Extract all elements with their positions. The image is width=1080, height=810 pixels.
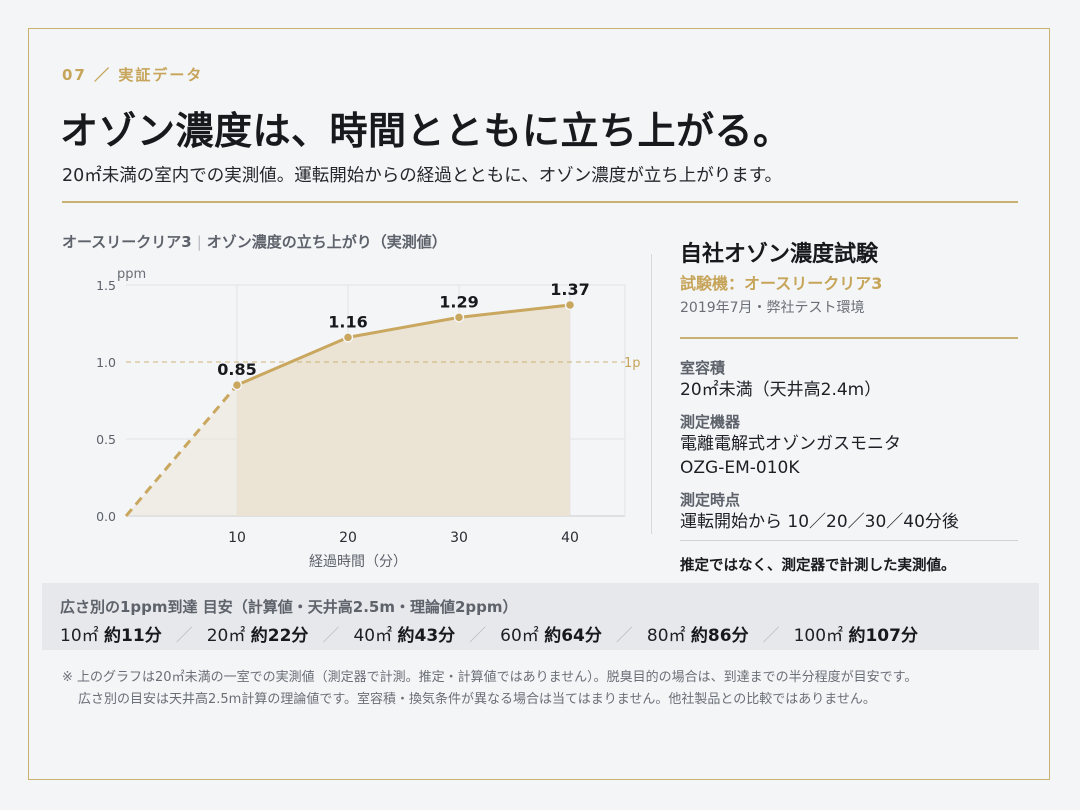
- room-size-band: 広さ別の1ppm到達 目安（計算値・天井高2.5m・理論値2ppm） 10㎡ 約…: [42, 583, 1039, 650]
- band-title: 広さ別の1ppm到達 目安（計算値・天井高2.5m・理論値2ppm）: [60, 598, 518, 616]
- band-items: 10㎡ 約11分 ／ 20㎡ 約22分 ／ 40㎡ 約43分 ／ 60㎡ 約64分 ／ 80㎡ …: [60, 621, 918, 646]
- chart-title-text: オゾン濃度の立ち上がり（実測値）: [206, 233, 447, 251]
- x-tick-label: 20: [339, 530, 357, 546]
- footnote-line2: 広さ別の目安は天井高2.5m計算の理論値です。室容積・換気条件が異なる場合は当て…: [78, 692, 876, 707]
- spec-list: 室容積 20㎡未満（天井高2.4m） 測定機器 電離電解式オゾンガスモニタ OZ…: [680, 357, 1018, 534]
- spec-value-device: 電離電解式オゾンガスモニタ OZG-EM-010K: [680, 433, 901, 478]
- section-eyebrow: 07 ／ 実証データ: [62, 66, 204, 84]
- band-item-minutes: 約11分: [104, 626, 162, 646]
- y-tick-label: 0.0: [96, 509, 116, 524]
- band-item-size: 40㎡: [353, 626, 398, 646]
- band-item: 80㎡ 約86分: [647, 626, 749, 646]
- band-item-size: 60㎡: [500, 626, 545, 646]
- data-point: [342, 332, 354, 343]
- band-item-size: 20㎡: [206, 626, 251, 646]
- band-item: 40㎡ 約43分: [353, 626, 455, 646]
- y-tick-label: 0.5: [96, 432, 116, 447]
- page-subtitle: 20㎡未満の室内での実測値。運転開始からの経過とともに、オゾン濃度が立ち上がりま…: [62, 166, 782, 186]
- data-point: [231, 379, 243, 391]
- panel-title: 自社オゾン濃度試験: [680, 242, 879, 267]
- test-info-panel: 自社オゾン濃度試験 試験機：オースリークリア3 2019年7月・弊社テスト環境 …: [680, 236, 1018, 575]
- band-item-minutes: 約22分: [250, 626, 309, 646]
- band-item-minutes: 約86分: [690, 626, 749, 646]
- spec-value-timing: 運転開始から 10／20／30／40分後: [680, 511, 959, 532]
- data-label: 1.29: [439, 292, 478, 311]
- band-item: 100㎡ 約107分: [794, 626, 918, 646]
- x-tick-label: 10: [228, 530, 246, 546]
- band-item-size: 80㎡: [646, 626, 691, 646]
- spec-label-device: 測定機器: [680, 412, 741, 431]
- band-item: 10㎡ 約11分: [60, 626, 162, 646]
- band-item: 60㎡ 約64分: [500, 626, 602, 646]
- panel-rule-thin: [680, 539, 1018, 541]
- data-point: [453, 312, 465, 323]
- series-line-dashed: [124, 384, 239, 517]
- page-frame: [28, 28, 1050, 780]
- data-label: 1.16: [328, 312, 367, 331]
- footnote-line1: ※ 上のグラフは20㎡未満の一室での実測値（測定器で計測。推定・計算値ではありま…: [62, 670, 918, 685]
- chart-title-separator: |: [196, 233, 202, 251]
- band-item-minutes: 約64分: [544, 626, 602, 646]
- page-title: オゾン濃度は、時間とともに立ち上がる。: [60, 109, 792, 153]
- spec-label-volume: 室容積: [680, 358, 726, 377]
- chart-title: オースリークリア3 | オゾン濃度の立ち上がり（実測値）: [62, 231, 447, 252]
- series-area-early: [126, 385, 237, 516]
- y-axis-unit: ppm: [117, 267, 146, 282]
- panel-divider: [651, 254, 652, 534]
- x-tick-label: 30: [450, 530, 468, 546]
- band-item-size: 100㎡: [793, 626, 849, 646]
- band-separator: ／: [322, 626, 340, 646]
- panel-machine: 試験機：オースリークリア3: [680, 274, 883, 293]
- panel-meta: 2019年7月・弊社テスト環境: [680, 300, 865, 316]
- x-tick-label: 40: [561, 530, 579, 546]
- data-label: 1.37: [550, 280, 589, 299]
- data-label: 0.85: [217, 360, 256, 379]
- y-tick-label: 1.0: [96, 355, 116, 370]
- header-divider: [62, 201, 1018, 203]
- data-point: [564, 299, 576, 311]
- band-separator: ／: [469, 626, 487, 646]
- panel-rule: [680, 337, 1018, 339]
- band-separator: ／: [762, 626, 780, 646]
- band-item-minutes: 約43分: [397, 626, 456, 646]
- band-separator: ／: [175, 626, 193, 646]
- series-area: [237, 305, 570, 516]
- band-item-size: 10㎡: [60, 626, 105, 646]
- panel-note: 推定ではなく、測定器で計測した実測値。: [680, 557, 956, 574]
- chart-title-model: オースリークリア3: [62, 233, 192, 251]
- y-tick-label: 1.5: [96, 278, 116, 293]
- spec-value-volume: 20㎡未満（天井高2.4m）: [680, 379, 882, 400]
- series-line: [236, 303, 571, 387]
- band-item-minutes: 約107分: [848, 626, 918, 646]
- spec-label-timing: 測定時点: [680, 490, 741, 509]
- band-separator: ／: [615, 626, 633, 646]
- band-item: 20㎡ 約22分: [207, 626, 309, 646]
- footnote: ※ 上のグラフは20㎡未満の一室での実測値（測定器で計測。推定・計算値ではありま…: [62, 667, 917, 711]
- reference-line-label: 1ppm: [624, 356, 640, 371]
- x-axis-title: 経過時間（分）: [309, 554, 407, 570]
